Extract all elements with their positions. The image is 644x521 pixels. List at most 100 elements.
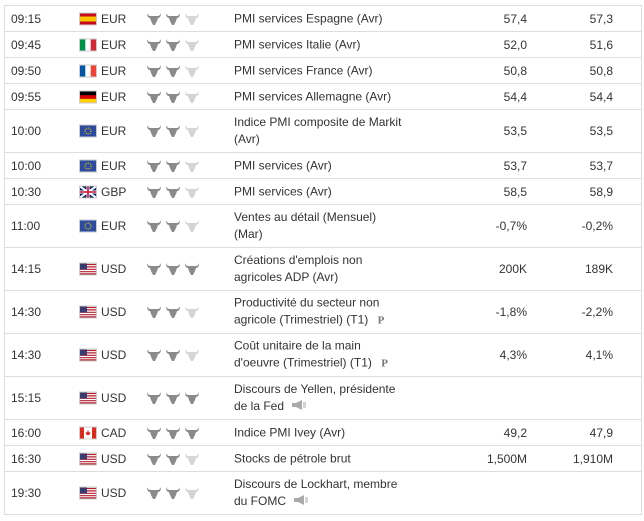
time: 14:15 bbox=[11, 262, 42, 276]
country-flag bbox=[79, 262, 97, 276]
event-line: PMI services Espagne (Avr) bbox=[234, 11, 383, 25]
country-flag bbox=[79, 391, 97, 405]
country-flag bbox=[79, 426, 97, 439]
importance-icons bbox=[146, 262, 203, 276]
table-row: 09:45 EUR PMI services Italie (Avr) 52,0 51,… bbox=[5, 32, 641, 58]
event-line: PMI services France (Avr) bbox=[234, 63, 373, 77]
importance-icons bbox=[146, 90, 203, 104]
forecast-value: 189K bbox=[584, 262, 613, 276]
event-line: Stocks de pétrole brut bbox=[234, 451, 351, 465]
forecast-value: 50,8 bbox=[589, 63, 613, 78]
event-name: Indice PMI composite de Markit (Avr) bbox=[234, 114, 401, 148]
event-name: PMI services Allemagne (Avr) bbox=[234, 88, 391, 105]
currency: EUR bbox=[101, 124, 127, 138]
actual-value: -0,7% bbox=[495, 219, 527, 233]
speech-icon bbox=[294, 495, 309, 505]
table-row: 09:50 EUR PMI services France (Avr) 50,8 50,… bbox=[5, 58, 641, 84]
time: 11:00 bbox=[11, 219, 41, 233]
table-row: 10:00 EUR Indice PMI composite de Markit (A… bbox=[5, 110, 641, 153]
forecast-value: -0,2% bbox=[581, 219, 613, 233]
currency: USD bbox=[101, 391, 127, 405]
event-name: Discours de Yellen, présidente de la Fed bbox=[234, 381, 395, 415]
time: 19:30 bbox=[11, 486, 42, 500]
importance-icons bbox=[146, 426, 203, 440]
event-line: Ventes au détail (Mensuel) bbox=[234, 210, 377, 224]
event-name: Créations d'emplois non agricoles ADP (Av… bbox=[234, 252, 362, 286]
event-line: PMI services Allemagne (Avr) bbox=[234, 89, 392, 103]
actual-value: 1,500M bbox=[486, 451, 527, 466]
importance-icons bbox=[146, 486, 203, 500]
table-row: 15:15 USD Discours de Yellen, présidente de… bbox=[5, 377, 641, 420]
importance-icons bbox=[146, 124, 203, 138]
table-row: 09:15 EUR PMI services Espagne (Avr) 57,4 57… bbox=[5, 6, 641, 32]
event-line: Coût unitaire de la main bbox=[234, 338, 361, 353]
table-row: 19:30 USD Discours de Lockhart, membre du F… bbox=[5, 472, 641, 515]
event-line: Créations d'emplois non bbox=[234, 253, 363, 267]
country-flag bbox=[79, 305, 97, 319]
country-flag bbox=[79, 348, 97, 362]
country-flag bbox=[79, 124, 97, 138]
event-line: Indice PMI Ivey (Avr) bbox=[234, 425, 346, 439]
time: 16:30 bbox=[11, 451, 42, 466]
event-line: du FOMC bbox=[234, 493, 397, 510]
event-line: agricoles ADP (Avr) bbox=[234, 270, 339, 284]
importance-icons bbox=[146, 219, 203, 233]
actual-value: 53,5 bbox=[503, 124, 527, 138]
forecast-value: -2,2% bbox=[581, 305, 613, 319]
event-name: Discours de Lockhart, membre du FOMC bbox=[234, 476, 397, 510]
country-flag bbox=[79, 38, 97, 51]
importance-icons bbox=[146, 64, 203, 78]
event-line: PMI services (Avr) bbox=[234, 158, 332, 172]
time: 10:30 bbox=[11, 184, 42, 199]
actual-value: 58,5 bbox=[503, 184, 527, 199]
actual-value: 50,8 bbox=[503, 63, 527, 78]
country-flag bbox=[79, 159, 97, 172]
importance-icons bbox=[146, 452, 203, 466]
time: 10:00 bbox=[11, 124, 42, 138]
event-name: Productivité du secteur non agricole (Tri… bbox=[234, 295, 384, 330]
time: 09:55 bbox=[11, 89, 42, 104]
event-name: Coût unitaire de la main d'oeuvre (Trimes… bbox=[234, 338, 388, 373]
event-line: Indice PMI composite de Markit bbox=[234, 115, 402, 129]
importance-icons bbox=[146, 12, 203, 26]
table-row: 11:00 EUR Ventes au détail (Mensuel) (Mar) -… bbox=[5, 205, 641, 248]
forecast-value: 53,7 bbox=[589, 158, 613, 173]
event-line: PMI services Italie (Avr) bbox=[234, 37, 361, 51]
speech-icon bbox=[292, 400, 307, 410]
time: 09:50 bbox=[11, 63, 42, 78]
event-name: PMI services Espagne (Avr) bbox=[234, 10, 383, 27]
event-name: PMI services France (Avr) bbox=[234, 62, 372, 79]
event-line: Productivité du secteur non bbox=[234, 295, 380, 310]
table-row: 09:55 EUR PMI services Allemagne (Avr) 54,4… bbox=[5, 84, 641, 110]
event-name: Indice PMI Ivey (Avr) bbox=[234, 424, 345, 441]
table-row: 10:30 GBP PMI services (Avr) 58,5 58,9 bbox=[5, 179, 641, 205]
currency: USD bbox=[101, 486, 127, 500]
actual-value: 4,3% bbox=[499, 348, 527, 362]
actual-value: 52,0 bbox=[503, 37, 527, 52]
importance-icons bbox=[146, 38, 203, 52]
event-name: Ventes au détail (Mensuel) (Mar) bbox=[234, 209, 376, 243]
currency: EUR bbox=[101, 37, 127, 52]
calendar-table: 09:15 EUR PMI services Espagne (Avr) 57,4 57… bbox=[4, 5, 642, 515]
forecast-value: 58,9 bbox=[589, 184, 613, 199]
forecast-value: 54,4 bbox=[589, 89, 613, 104]
importance-icons bbox=[146, 348, 203, 362]
time: 10:00 bbox=[11, 158, 42, 173]
time: 09:15 bbox=[11, 11, 42, 26]
actual-value: 53,7 bbox=[503, 158, 527, 173]
table-row: 14:15 USD Créations d'emplois non agricoles… bbox=[5, 248, 641, 291]
country-flag bbox=[79, 90, 97, 103]
event-line: agricole (Trimestriel) (T1) P bbox=[234, 312, 385, 327]
currency: EUR bbox=[101, 63, 127, 78]
table-row: 14:30 USD Productivité du secteur non agric… bbox=[5, 291, 641, 334]
actual-value: 49,2 bbox=[503, 425, 527, 440]
country-flag bbox=[79, 64, 97, 77]
event-name: PMI services Italie (Avr) bbox=[234, 36, 360, 53]
table-row: 10:00 EUR PMI services (Avr) 53,7 53,7 bbox=[5, 153, 641, 179]
forecast-value: 57,3 bbox=[589, 11, 613, 26]
currency: USD bbox=[101, 305, 127, 319]
forecast-value: 47,9 bbox=[589, 425, 613, 440]
event-line: PMI services (Avr) bbox=[234, 184, 332, 198]
importance-icons bbox=[146, 185, 203, 199]
table-row: 16:30 USD Stocks de pétrole brut 1,500M 1,91… bbox=[5, 446, 641, 472]
